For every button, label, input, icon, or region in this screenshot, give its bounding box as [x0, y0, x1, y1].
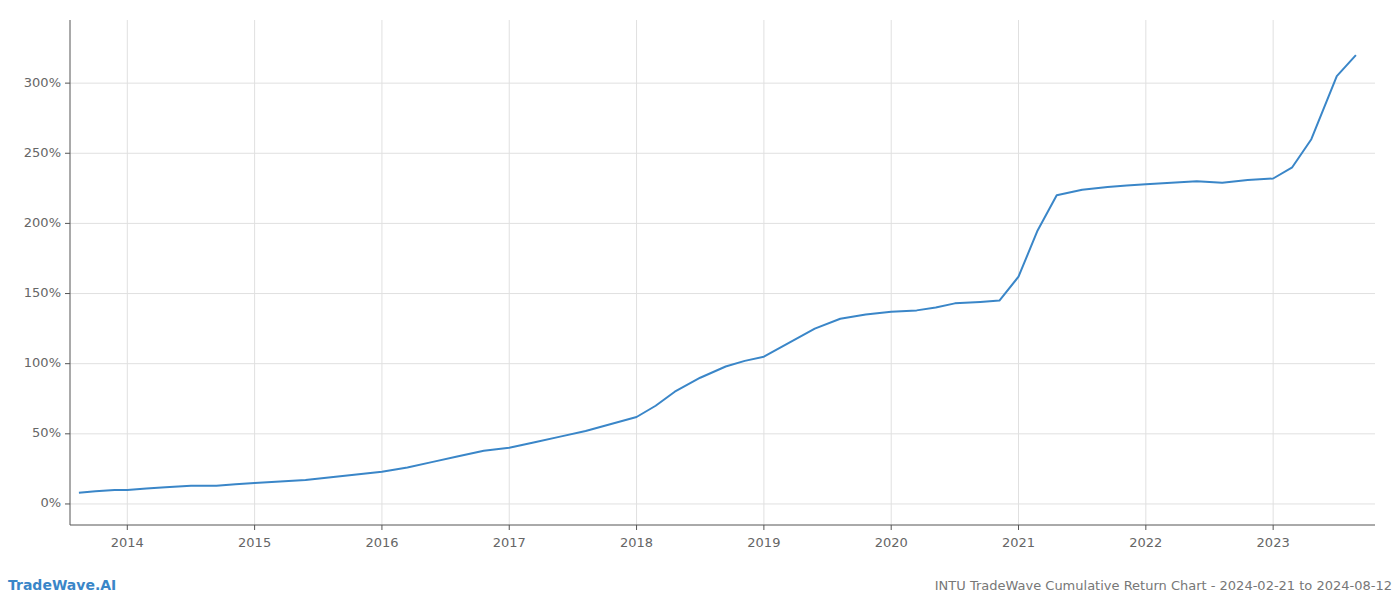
x-tick-label: 2023: [1257, 535, 1290, 550]
x-tick: [1018, 525, 1019, 530]
x-tick-label: 2016: [365, 535, 398, 550]
x-tick: [891, 525, 892, 530]
x-grid-line: [127, 20, 128, 525]
y-grid-line: [70, 363, 1375, 364]
x-tick: [1273, 525, 1274, 530]
y-tick: [65, 293, 70, 294]
x-tick: [636, 525, 637, 530]
x-grid-line: [1145, 20, 1146, 525]
axes: 0% 50% 100% 150% 200% 250% 300% 2014 2015 2016 201…: [24, 20, 1375, 550]
plot-area: [79, 55, 1356, 493]
x-tick: [254, 525, 255, 530]
y-tick: [65, 223, 70, 224]
y-tick-label: 100%: [24, 355, 61, 370]
y-tick-label: 150%: [24, 285, 61, 300]
y-grid-line: [70, 503, 1375, 504]
x-axis-line: [70, 525, 1375, 526]
line: [79, 55, 1356, 493]
x-tick-label: 2019: [747, 535, 780, 550]
x-grid-line: [381, 20, 382, 525]
x-tick-label: 2021: [1002, 535, 1035, 550]
y-grid-line: [70, 433, 1375, 434]
grid: [70, 20, 1375, 525]
y-tick-label: 0%: [40, 495, 61, 510]
y-tick: [65, 153, 70, 154]
x-tick-label: 2014: [111, 535, 144, 550]
y-grid-line: [70, 83, 1375, 84]
y-tick: [65, 433, 70, 434]
y-tick-label: 200%: [24, 215, 61, 230]
watermark: TradeWave.AI: [8, 577, 116, 593]
x-grid-line: [891, 20, 892, 525]
x-tick: [381, 525, 382, 530]
x-grid-line: [1018, 20, 1019, 525]
y-grid-line: [70, 293, 1375, 294]
y-grid-line: [70, 223, 1375, 224]
x-grid-line: [636, 20, 637, 525]
x-grid-line: [509, 20, 510, 525]
y-tick-label: 50%: [32, 425, 61, 440]
x-tick-label: 2020: [875, 535, 908, 550]
y-axis-line: [70, 20, 71, 525]
y-tick: [65, 83, 70, 84]
title: INTU TradeWave Cumulative Return Chart -…: [935, 578, 1392, 593]
x-tick: [127, 525, 128, 530]
x-tick: [1145, 525, 1146, 530]
y-grid-line: [70, 153, 1375, 154]
x-tick: [763, 525, 764, 530]
y-tick-label: 300%: [24, 75, 61, 90]
x-grid-line: [254, 20, 255, 525]
x-tick-label: 2017: [493, 535, 526, 550]
y-tick: [65, 363, 70, 364]
chart: 0% 50% 100% 150% 200% 250% 300% 2014 2015 2016 201…: [0, 0, 1400, 600]
x-tick: [509, 525, 510, 530]
x-grid-line: [763, 20, 764, 525]
x-tick-label: 2018: [620, 535, 653, 550]
x-grid-line: [1273, 20, 1274, 525]
y-tick-label: 250%: [24, 145, 61, 160]
x-tick-label: 2015: [238, 535, 271, 550]
y-tick: [65, 503, 70, 504]
x-tick-label: 2022: [1129, 535, 1162, 550]
